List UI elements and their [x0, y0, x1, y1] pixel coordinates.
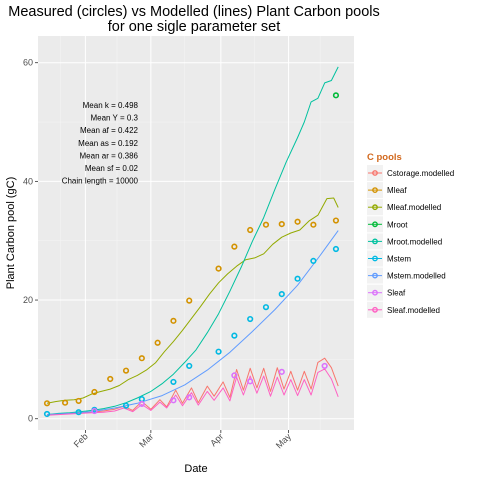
- data-point-sleaf: [247, 378, 254, 385]
- legend-key-marker: [372, 255, 378, 262]
- data-point-mleaf: [122, 367, 130, 374]
- parameter-annotation: Mean af = 0.422: [80, 126, 139, 135]
- legend-key-marker: [372, 289, 378, 296]
- data-point-mleaf: [170, 317, 177, 324]
- x-tick-label: May: [274, 431, 293, 450]
- data-point-mleaf: [310, 221, 317, 228]
- data-point-mleaf: [91, 388, 98, 396]
- legend-key-marker: [372, 221, 378, 228]
- parameter-annotation: Chain length = 10000: [62, 177, 139, 186]
- data-point-sleaf: [91, 407, 98, 415]
- x-tick-label: Apr: [208, 431, 225, 448]
- data-point-mleaf: [294, 218, 301, 225]
- parameter-annotation: Mean ar = 0.386: [80, 151, 139, 160]
- y-tick-label: 20: [23, 295, 33, 305]
- data-point-sleaf: [278, 368, 285, 375]
- legend-key-marker: [372, 306, 378, 313]
- data-point-mstem: [122, 402, 130, 409]
- y-tick-label: 40: [23, 176, 33, 186]
- series-line-sleaf-modelled: [46, 368, 339, 416]
- legend-label: Mroot.modelled: [387, 237, 442, 246]
- legend-label: Mstem: [387, 255, 411, 264]
- data-point-mstem: [170, 378, 177, 386]
- data-point-mleaf: [231, 243, 238, 250]
- data-point-mstem: [231, 332, 238, 339]
- legend-label: Sleaf.modelled: [387, 306, 440, 315]
- legend: C pools Cstorage.modelled Mleaf Mleaf.model…: [367, 152, 454, 318]
- x-tick-label: Mar: [137, 431, 155, 449]
- legend-label: Mroot: [387, 220, 408, 229]
- parameter-annotation: Mean Y = 0.3: [90, 114, 138, 123]
- series-line-cstorage-modelled: [46, 357, 339, 416]
- legend-key-marker: [372, 204, 378, 211]
- legend-key-marker: [372, 238, 378, 245]
- legend-label: Mleaf.modelled: [387, 203, 441, 212]
- data-point-mstem: [247, 315, 254, 323]
- data-point-mleaf: [215, 265, 222, 272]
- data-point-mleaf: [332, 217, 340, 224]
- data-point-mstem: [75, 409, 82, 416]
- series-line-mroot-modelled: [46, 66, 339, 416]
- data-point-sleaf: [186, 394, 193, 401]
- legend-label: Sleaf: [387, 289, 406, 298]
- data-point-mleaf: [278, 220, 285, 228]
- data-point-mstem: [43, 410, 51, 418]
- data-point-mstem: [186, 362, 193, 370]
- y-axis-title: Plant Carbon pool (gC): [5, 177, 17, 290]
- chart-title-line-2: for one sigle parameter set: [108, 19, 280, 35]
- grid-lines: [38, 36, 354, 430]
- data-point-mstem: [262, 304, 270, 311]
- data-point-mstem: [310, 257, 317, 264]
- parameter-annotation: Mean k = 0.498: [83, 101, 139, 110]
- data-point-mstem: [278, 291, 285, 298]
- x-axis-title: Date: [184, 463, 207, 475]
- data-point-mleaf: [107, 375, 114, 383]
- legend-label: Cstorage.modelled: [387, 169, 454, 178]
- legend-label: Mleaf: [387, 186, 407, 195]
- legend-key-marker: [372, 272, 378, 279]
- plot-panel: [38, 36, 354, 430]
- data-point-mleaf: [154, 339, 161, 346]
- parameter-annotations: Mean k = 0.498 Mean Y = 0.3 Mean af = 0.42…: [62, 101, 139, 186]
- data-point-mleaf: [247, 226, 254, 234]
- legend-key-marker: [372, 187, 378, 194]
- data-point-mstem: [294, 275, 301, 282]
- data-point-mleaf: [61, 399, 69, 406]
- y-tick-label: 0: [28, 414, 33, 424]
- legend-title: C pools: [367, 152, 402, 163]
- legend-key-marker: [372, 170, 378, 176]
- chart-title-line-1: Measured (circles) vs Modelled (lines) P…: [8, 4, 380, 20]
- parameter-annotation: Mean as = 0.192: [78, 139, 138, 148]
- data-point-sleaf: [321, 362, 328, 370]
- data-point-mleaf: [262, 221, 270, 228]
- x-tick-label: Feb: [72, 431, 90, 449]
- data-point-sleaf: [138, 400, 145, 407]
- data-point-mleaf: [43, 400, 51, 407]
- data-point-mleaf: [186, 297, 193, 304]
- y-tick-label: 60: [23, 58, 33, 68]
- data-point-mstem: [215, 348, 222, 355]
- data-point-sleaf: [231, 372, 238, 379]
- legend-label: Mstem.modelled: [387, 272, 446, 281]
- data-point-mleaf: [138, 355, 145, 362]
- data-point-mleaf: [75, 397, 82, 405]
- chart-marks: [43, 66, 340, 418]
- data-point-mroot: [332, 92, 340, 99]
- parameter-annotation: Mean sf = 0.02: [85, 164, 139, 173]
- data-point-mstem: [332, 245, 340, 253]
- data-point-sleaf: [170, 397, 177, 404]
